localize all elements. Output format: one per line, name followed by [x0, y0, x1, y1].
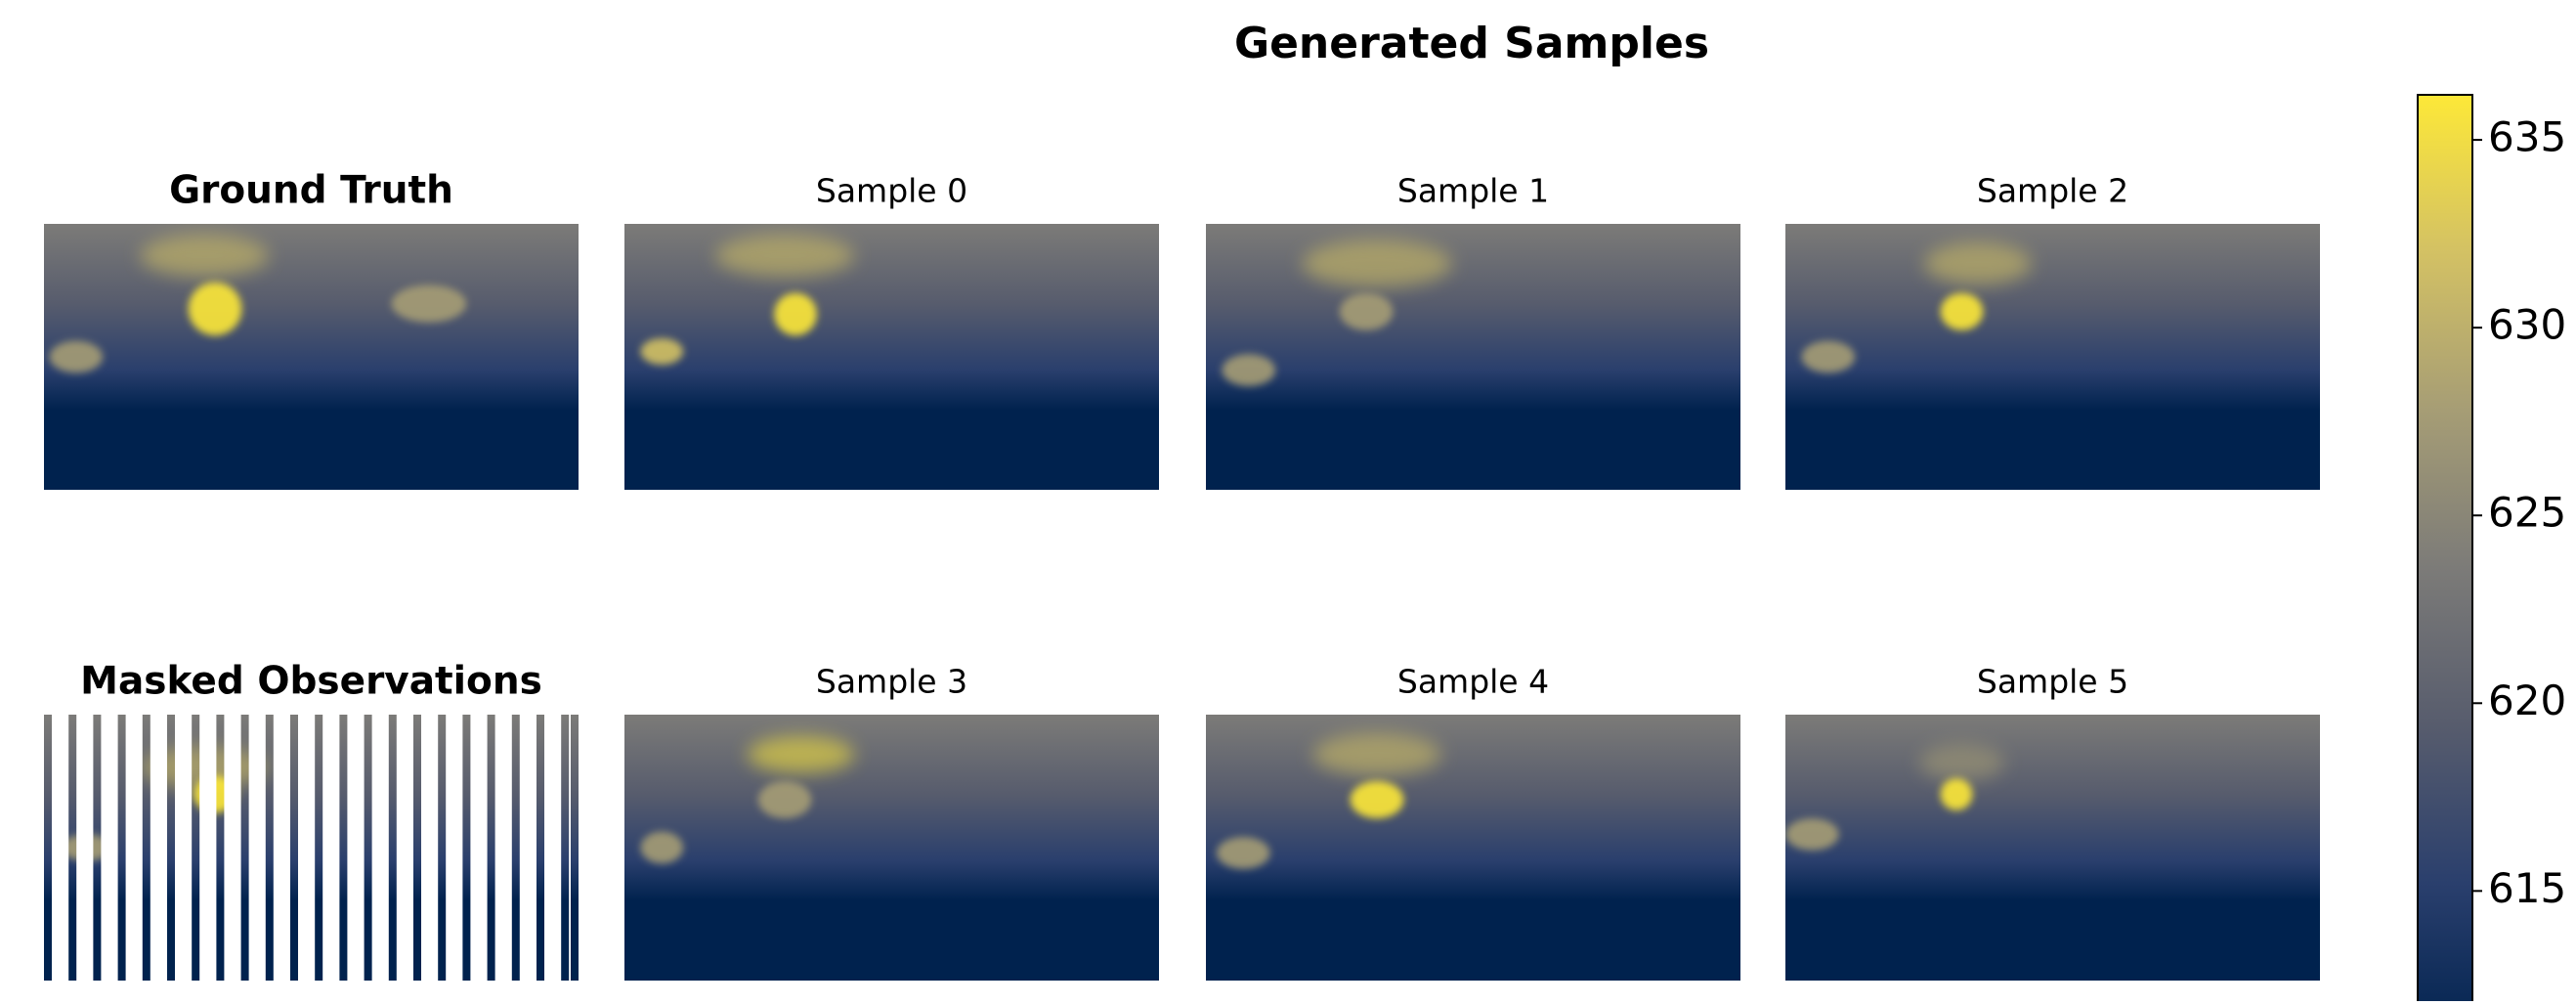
heatmap-highlight: [1350, 781, 1404, 819]
colorbar-tick-label: 620: [2488, 677, 2566, 724]
panel-title: Sample 1: [1397, 172, 1549, 210]
heatmap-highlight: [640, 831, 684, 864]
heatmap-highlight: [1339, 292, 1394, 330]
mask-gap: [396, 715, 413, 981]
heatmap-background: [624, 224, 1159, 490]
mask-gap: [298, 715, 316, 981]
mask-gap: [371, 715, 389, 981]
heatmap: [1206, 224, 1740, 490]
heatmap: [1785, 715, 2320, 981]
colorbar: [2417, 94, 2473, 1005]
colorbar-tick-label: 635: [2488, 113, 2566, 161]
heatmap: [624, 715, 1159, 981]
colorbar-tick-label: 625: [2488, 489, 2566, 537]
heatmap-highlight: [757, 781, 812, 819]
panel-title: Sample 2: [1977, 172, 2128, 210]
heatmap-background: [1785, 715, 2320, 981]
heatmap: [44, 224, 579, 490]
mask-gap: [199, 715, 217, 981]
colorbar-tick-label: 630: [2488, 301, 2566, 349]
panel-title: Sample 3: [816, 663, 967, 701]
mask-gap: [273, 715, 290, 981]
heatmap-highlight: [1924, 242, 2032, 285]
heatmap: [44, 715, 579, 981]
heatmap-highlight: [640, 337, 684, 366]
panel-title: Sample 0: [816, 172, 967, 210]
heatmap-highlight: [714, 234, 855, 278]
mask-gap: [101, 715, 118, 981]
heatmap-highlight: [1222, 354, 1276, 386]
heatmap-highlight: [1216, 837, 1270, 869]
mask-gap: [248, 715, 266, 981]
heatmap-highlight: [747, 735, 855, 773]
panel-title: Masked Observations: [80, 660, 542, 704]
heatmap-background: [44, 224, 579, 490]
mask-gap: [125, 715, 143, 981]
heatmap-highlight: [1940, 778, 1973, 810]
heatmap-highlight: [1785, 818, 1839, 851]
heatmap-highlight: [49, 340, 104, 373]
mask-gap: [519, 715, 537, 981]
mask-gap: [470, 715, 488, 981]
panel-title: Sample 4: [1397, 663, 1549, 701]
mask-gap: [347, 715, 365, 981]
heatmap-highlight: [1940, 292, 1984, 330]
heatmap-highlight: [1918, 743, 2005, 782]
heatmap-background: [1206, 224, 1740, 490]
heatmap-highlight: [1312, 733, 1441, 776]
figure-title: Generated Samples: [1234, 19, 1709, 68]
panel-title: Ground Truth: [169, 169, 453, 213]
heatmap-highlight: [188, 282, 242, 336]
heatmap-highlight: [1801, 340, 1856, 373]
heatmap-highlight: [774, 292, 817, 336]
mask-gap: [569, 715, 571, 981]
panel-title: Sample 5: [1977, 663, 2128, 701]
mask-gap: [322, 715, 340, 981]
heatmap-highlight: [140, 234, 269, 278]
mask-gap: [544, 715, 562, 981]
mask-gap: [421, 715, 439, 981]
heatmap-highlight: [391, 284, 467, 323]
heatmap: [624, 224, 1159, 490]
mask-gap: [175, 715, 193, 981]
mask-gap: [494, 715, 512, 981]
heatmap: [1785, 224, 2320, 490]
mask-gap: [150, 715, 167, 981]
heatmap-background: [1206, 715, 1740, 981]
heatmap-background: [1785, 224, 2320, 490]
mask-gap: [446, 715, 463, 981]
mask-gap: [52, 715, 69, 981]
mask-gap: [76, 715, 94, 981]
heatmap: [1206, 715, 1740, 981]
mask-gap: [224, 715, 241, 981]
heatmap-background: [624, 715, 1159, 981]
colorbar-tick-label: 615: [2488, 864, 2566, 912]
heatmap-highlight: [1302, 240, 1452, 288]
